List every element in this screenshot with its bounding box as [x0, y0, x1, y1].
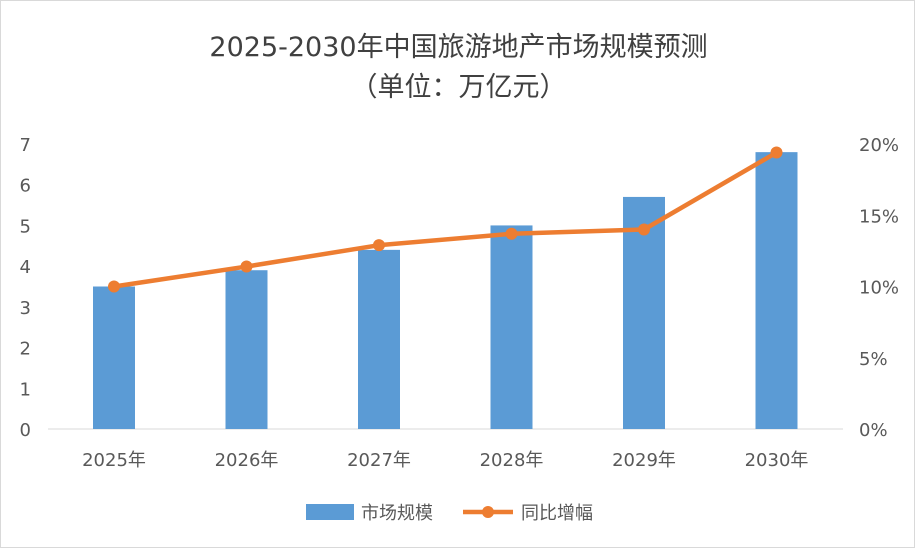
left-tick-label: 6	[20, 176, 31, 197]
legend-line-marker	[482, 506, 494, 518]
legend-bar-swatch	[306, 504, 354, 520]
right-tick-label: 5%	[859, 349, 888, 370]
x-tick-label: 2029年	[612, 450, 676, 471]
right-tick-label: 10%	[859, 278, 899, 299]
bar	[755, 152, 798, 429]
left-tick-label: 0	[20, 420, 31, 441]
bar	[93, 286, 135, 429]
growth-point	[770, 146, 783, 159]
right-tick-label: 20%	[859, 135, 899, 156]
left-tick-label: 1	[20, 379, 31, 400]
chart-title: 2025-2030年中国旅游地产市场规模预测	[209, 32, 708, 63]
x-tick-label: 2028年	[480, 450, 544, 471]
bar	[623, 196, 665, 429]
right-tick-label: 0%	[859, 420, 888, 441]
chart-subtitle: （单位：万亿元）	[350, 72, 567, 103]
bar	[490, 225, 533, 429]
x-tick-label: 2025年	[82, 450, 146, 471]
growth-point	[638, 223, 650, 236]
x-tick-label: 2030年	[745, 450, 809, 471]
legend-line-label: 同比增幅	[521, 503, 593, 524]
growth-point	[373, 239, 385, 252]
left-tick-label: 5	[20, 216, 31, 237]
bar	[358, 249, 400, 429]
legend-bar-label: 市场规模	[361, 503, 433, 524]
right-tick-label: 15%	[859, 206, 899, 227]
growth-point	[108, 280, 120, 293]
left-tick-label: 3	[20, 298, 31, 319]
growth-point	[240, 260, 253, 273]
left-tick-label: 2	[20, 339, 31, 360]
bar	[225, 270, 268, 429]
growth-point	[505, 227, 518, 240]
x-tick-label: 2027年	[347, 450, 411, 471]
left-tick-label: 4	[20, 257, 31, 278]
growth-line	[113, 150, 778, 289]
x-tick-label: 2026年	[215, 450, 279, 471]
left-tick-label: 7	[20, 135, 31, 156]
